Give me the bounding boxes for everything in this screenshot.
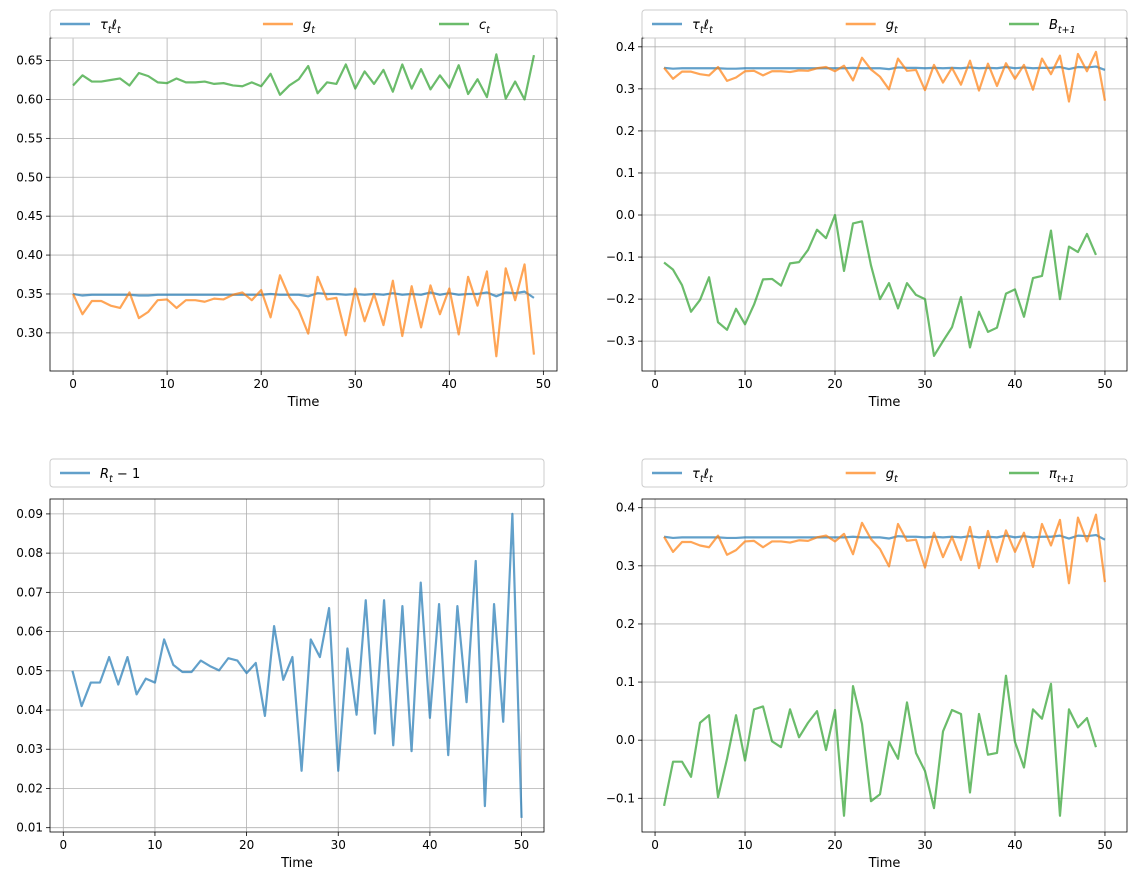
legend: Rt − 1 bbox=[49, 458, 545, 488]
x-tick-label: 20 bbox=[827, 377, 842, 391]
y-tick-label: 0.55 bbox=[16, 131, 43, 145]
series-line-1 bbox=[663, 65, 1106, 71]
x-tick-label: 50 bbox=[514, 838, 529, 852]
y-tick-label: 0.1 bbox=[616, 675, 635, 689]
y-tick-label: 0.4 bbox=[616, 40, 635, 54]
y-tick-label: 0.40 bbox=[16, 248, 43, 262]
x-axis-label: Time bbox=[287, 395, 320, 410]
legend-label: τtℓt bbox=[100, 18, 122, 36]
x-axis-label: Time bbox=[868, 856, 901, 871]
series-line-2 bbox=[72, 263, 536, 358]
y-tick-label: 0.60 bbox=[16, 92, 43, 106]
y-tick-label: 0.30 bbox=[16, 326, 43, 340]
legend: τtℓt gt Bt+1 bbox=[641, 9, 1128, 39]
x-tick-label: 50 bbox=[536, 377, 551, 391]
y-tick-label: 0.03 bbox=[16, 742, 43, 756]
x-tick-label: 40 bbox=[442, 377, 457, 391]
series-line-3 bbox=[662, 674, 1098, 817]
y-tick-label: 0.09 bbox=[16, 507, 43, 521]
y-tick-label: 0.07 bbox=[16, 585, 43, 599]
y-tick-label: 0.04 bbox=[16, 703, 43, 717]
chart-panel-bottom-right: 0 10 20 30 40 50 −0.1 0.0 0.1 0.2 0.3 0.4 Time τtℓt gt… bbox=[606, 458, 1128, 871]
x-tick-label: 0 bbox=[651, 838, 659, 852]
y-tick-label: 0.50 bbox=[16, 170, 43, 184]
legend-label: gt bbox=[886, 18, 899, 36]
series-line-1 bbox=[71, 512, 523, 818]
series-line-3 bbox=[663, 213, 1097, 357]
x-tick-label: 40 bbox=[422, 838, 437, 852]
x-tick-label: 40 bbox=[1007, 377, 1022, 391]
y-tick-label: 0.05 bbox=[16, 664, 43, 678]
legend-box bbox=[49, 458, 545, 488]
x-tick-label: 10 bbox=[737, 838, 752, 852]
y-tick-label: 0.02 bbox=[16, 781, 43, 795]
legend-label: Bt+1 bbox=[1049, 18, 1076, 36]
series-line-1 bbox=[72, 290, 535, 299]
chart-panel-top-right: 0 10 20 30 40 50 −0.3 −0.2 −0.1 0.0 0.1 0.2 0.3 0.4 Ti… bbox=[606, 9, 1128, 410]
y-tick-label: 0.08 bbox=[16, 546, 43, 560]
series-line-3 bbox=[72, 53, 536, 101]
x-tick-label: 0 bbox=[59, 838, 67, 852]
x-tick-label: 50 bbox=[1097, 377, 1112, 391]
x-tick-label: 10 bbox=[159, 377, 174, 391]
x-tick-label: 10 bbox=[147, 838, 162, 852]
plot-frame bbox=[49, 498, 545, 833]
x-tick-label: 40 bbox=[1007, 838, 1022, 852]
x-tick-label: 20 bbox=[827, 838, 842, 852]
legend-label: πt+1 bbox=[1049, 467, 1075, 485]
x-tick-label: 30 bbox=[917, 838, 932, 852]
y-tick-label: 0.0 bbox=[616, 208, 635, 222]
x-tick-label: 20 bbox=[239, 838, 254, 852]
legend-label: τtℓt bbox=[692, 467, 714, 485]
x-tick-label: 0 bbox=[69, 377, 77, 391]
x-tick-label: 10 bbox=[737, 377, 752, 391]
y-tick-label: 0.35 bbox=[16, 287, 43, 301]
y-tick-label: 0.2 bbox=[616, 617, 635, 631]
y-tick-label: 0.65 bbox=[16, 54, 43, 68]
series-line-1 bbox=[663, 533, 1106, 541]
x-tick-label: 0 bbox=[651, 377, 659, 391]
y-tick-label: −0.1 bbox=[606, 250, 635, 264]
y-tick-label: 0.4 bbox=[616, 501, 635, 515]
y-tick-label: 0.2 bbox=[616, 124, 635, 138]
x-tick-label: 50 bbox=[1097, 838, 1112, 852]
series-line-2 bbox=[663, 513, 1107, 585]
x-tick-label: 30 bbox=[348, 377, 363, 391]
y-tick-label: 0.06 bbox=[16, 625, 43, 639]
legend-box bbox=[641, 9, 1128, 39]
y-tick-label: 0.1 bbox=[616, 166, 635, 180]
legend-label: Rt − 1 bbox=[100, 467, 140, 485]
legend-box bbox=[641, 458, 1128, 488]
legend-label: ct bbox=[479, 18, 491, 36]
y-tick-label: −0.3 bbox=[606, 334, 635, 348]
legend: τtℓt gt πt+1 bbox=[641, 458, 1128, 488]
y-tick-label: 0.01 bbox=[16, 821, 43, 835]
chart-panel-bottom-left: 0 10 20 30 40 50 0.01 0.02 0.03 0.04 0.05 0.06 0.07 0… bbox=[16, 458, 545, 871]
y-tick-label: 0.0 bbox=[616, 733, 635, 747]
legend-label: gt bbox=[886, 467, 899, 485]
legend-box bbox=[49, 9, 558, 39]
legend-label: gt bbox=[303, 18, 316, 36]
y-tick-label: −0.1 bbox=[606, 791, 635, 805]
y-tick-label: 0.3 bbox=[616, 82, 635, 96]
legend-label: τtℓt bbox=[692, 18, 714, 36]
y-tick-label: −0.2 bbox=[606, 292, 635, 306]
plot-frame bbox=[641, 498, 1128, 833]
plot-frame bbox=[641, 37, 1128, 372]
x-axis-label: Time bbox=[868, 395, 901, 410]
legend: τtℓt gt ct bbox=[49, 9, 558, 39]
y-tick-label: 0.3 bbox=[616, 559, 635, 573]
x-tick-label: 30 bbox=[331, 838, 346, 852]
x-tick-label: 30 bbox=[917, 377, 932, 391]
x-tick-label: 20 bbox=[254, 377, 269, 391]
series-line-2 bbox=[663, 50, 1107, 103]
x-axis-label: Time bbox=[280, 856, 313, 871]
chart-panel-top-left: 0 10 20 30 40 50 0.30 0.35 0.40 0.45 0.50 0.55 0.60 0… bbox=[16, 9, 558, 410]
y-tick-label: 0.45 bbox=[16, 209, 43, 223]
